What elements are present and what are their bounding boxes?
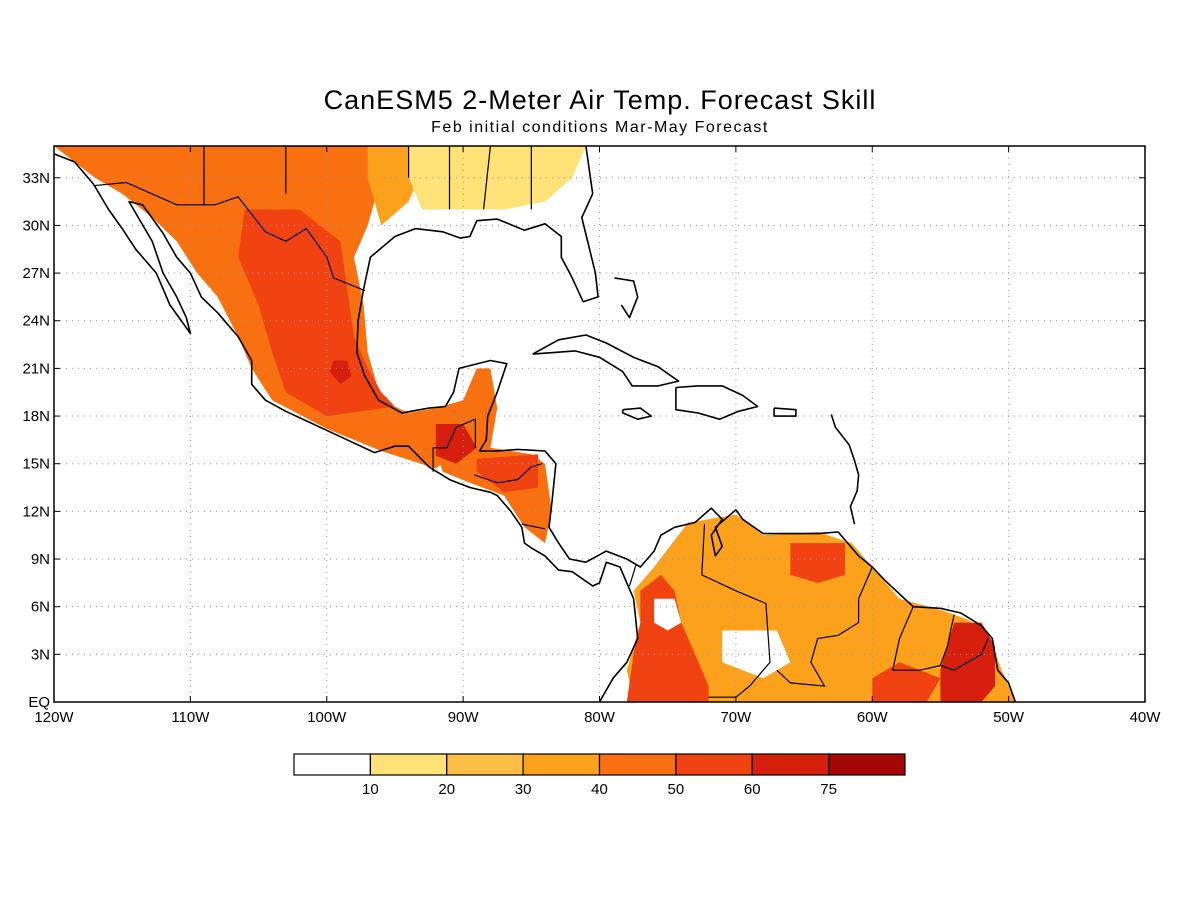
colorbar-label-5: 60 — [744, 781, 761, 798]
skill-region-10 — [790, 543, 845, 583]
border-12 — [891, 606, 989, 671]
colorbar-label-3: 40 — [591, 781, 608, 798]
lat-tick-label-10: 3N — [31, 646, 50, 663]
lat-tick-label-0: 33N — [22, 170, 50, 187]
longitude-ticks: 120W 110W 100W 90W 80W 70W 60W 50W 40W — [34, 146, 1161, 726]
lat-tick-label-5: 18N — [22, 408, 50, 425]
coastline-2 — [532, 334, 680, 387]
latitude-ticks: 33N 30N 27N 24N 21N 18N 15N 12N 9N 6N 3N EQ — [22, 170, 1145, 711]
lat-tick-label-8: 9N — [31, 551, 50, 568]
coastline-4 — [621, 407, 653, 421]
coastline-6 — [614, 277, 639, 319]
skill-region-11 — [872, 662, 941, 702]
colorbar-bin-7 — [828, 753, 906, 776]
lat-tick-label-11: EQ — [28, 694, 50, 711]
lon-tick-label-1: 110W — [171, 709, 210, 726]
colorbar-label-2: 30 — [515, 781, 532, 798]
border-15 — [628, 563, 637, 587]
chart-title: CanESM5 2-Meter Air Temp. Forecast Skill — [323, 85, 877, 115]
colorbar-label-1: 20 — [438, 781, 455, 798]
lon-tick-label-4: 80W — [584, 709, 616, 726]
skill-region-2 — [329, 360, 352, 385]
coastlines-layer — [54, 146, 1017, 702]
lon-tick-label-0: 120W — [34, 709, 74, 726]
skill-region-4 — [408, 146, 586, 210]
lat-tick-label-4: 21N — [22, 360, 50, 377]
colorbar-bin-2 — [446, 753, 524, 776]
lon-tick-label-6: 60W — [857, 709, 889, 726]
coastline-0 — [54, 153, 639, 702]
lon-tick-label-7: 50W — [993, 709, 1025, 726]
border-0 — [93, 181, 366, 292]
colorbar-label-6: 75 — [820, 781, 837, 798]
border-8 — [473, 463, 543, 484]
coastline-1 — [355, 146, 1017, 702]
colorbar-bin-3 — [522, 753, 601, 776]
border-5 — [483, 146, 491, 210]
skill-region-5 — [435, 368, 552, 544]
colorbar: 10 20 30 40 50 60 75 — [293, 753, 906, 798]
colorbar-bin-0 — [293, 753, 371, 776]
colorbar-bin-4 — [598, 753, 677, 776]
border-13 — [939, 614, 955, 666]
border-9 — [521, 523, 546, 530]
skill-shading-layer — [54, 146, 1016, 702]
lon-tick-label-2: 100W — [307, 709, 347, 726]
lon-tick-label-5: 70W — [720, 709, 752, 726]
skill-region-6 — [435, 424, 477, 464]
lat-tick-label-7: 12N — [22, 503, 50, 520]
colorbar-bin-5 — [675, 753, 753, 776]
borders-layer — [93, 146, 989, 698]
lat-tick-label-3: 24N — [22, 313, 50, 330]
border-11 — [776, 566, 873, 687]
lat-tick-label-1: 30N — [22, 217, 50, 234]
lat-tick-label-6: 15N — [22, 456, 50, 473]
colorbar-bin-1 — [369, 753, 448, 776]
skill-region-9 — [626, 574, 709, 702]
colorbar-label-0: 10 — [362, 781, 379, 798]
lat-tick-label-9: 6N — [31, 599, 50, 616]
colorbar-bin-6 — [751, 753, 830, 776]
coastline-5 — [773, 407, 797, 417]
lon-tick-label-3: 90W — [448, 709, 480, 726]
skill-region-1 — [238, 209, 395, 417]
chart-subtitle: Feb initial conditions Mar-May Forecast — [431, 119, 769, 136]
lat-tick-label-2: 27N — [22, 265, 50, 282]
lon-tick-label-8: 40W — [1130, 709, 1162, 726]
colorbar-label-4: 50 — [668, 781, 685, 798]
border-10 — [701, 524, 771, 687]
border-2 — [285, 146, 409, 194]
coastline-7 — [830, 414, 860, 525]
coastline-3 — [675, 385, 759, 421]
border-7 — [432, 418, 476, 472]
